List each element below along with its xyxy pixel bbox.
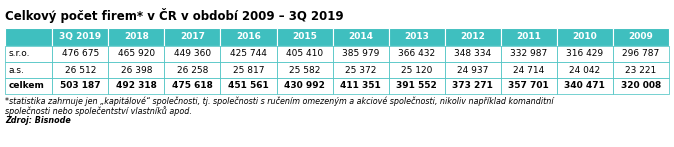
Bar bbox=[613, 28, 669, 46]
Text: 405 410: 405 410 bbox=[286, 50, 323, 59]
Text: 24 042: 24 042 bbox=[570, 66, 601, 75]
Text: 2012: 2012 bbox=[460, 32, 485, 41]
Bar bbox=[220, 46, 276, 62]
Text: 3Q 2019: 3Q 2019 bbox=[59, 32, 101, 41]
Text: s.r.o.: s.r.o. bbox=[9, 50, 30, 59]
Bar bbox=[220, 28, 276, 46]
Text: 25 582: 25 582 bbox=[289, 66, 320, 75]
Text: 357 701: 357 701 bbox=[508, 81, 549, 91]
Bar bbox=[445, 62, 501, 78]
Bar bbox=[5, 78, 53, 94]
Bar bbox=[276, 28, 332, 46]
Text: 26 398: 26 398 bbox=[121, 66, 152, 75]
Bar bbox=[332, 46, 389, 62]
Bar bbox=[53, 28, 109, 46]
Bar bbox=[501, 62, 557, 78]
Bar bbox=[109, 28, 164, 46]
Bar bbox=[164, 62, 220, 78]
Bar bbox=[501, 78, 557, 94]
Text: 340 471: 340 471 bbox=[564, 81, 605, 91]
Bar bbox=[613, 62, 669, 78]
Text: 2016: 2016 bbox=[236, 32, 261, 41]
Bar bbox=[53, 62, 109, 78]
Text: 451 561: 451 561 bbox=[228, 81, 269, 91]
Bar bbox=[445, 46, 501, 62]
Bar bbox=[109, 46, 164, 62]
Text: 320 008: 320 008 bbox=[621, 81, 661, 91]
Text: celkem: celkem bbox=[9, 81, 45, 91]
Bar bbox=[557, 46, 613, 62]
Text: 2015: 2015 bbox=[292, 32, 317, 41]
Text: společnosti nebo společentství vlastníků apod.: společnosti nebo společentství vlastníků… bbox=[5, 106, 192, 116]
Text: 25 372: 25 372 bbox=[345, 66, 376, 75]
Bar bbox=[501, 46, 557, 62]
Text: 23 221: 23 221 bbox=[625, 66, 656, 75]
Bar bbox=[220, 62, 276, 78]
Text: 425 744: 425 744 bbox=[230, 50, 267, 59]
Text: 348 334: 348 334 bbox=[454, 50, 491, 59]
Text: 385 979: 385 979 bbox=[342, 50, 379, 59]
Bar bbox=[164, 28, 220, 46]
Text: 475 618: 475 618 bbox=[172, 81, 213, 91]
Text: a.s.: a.s. bbox=[9, 66, 25, 75]
Text: 2010: 2010 bbox=[572, 32, 597, 41]
Bar bbox=[389, 78, 445, 94]
Text: *statistika zahrnuje jen „kapitálové“ společnosti, tj. společnosti s ručením ome: *statistika zahrnuje jen „kapitálové“ sp… bbox=[5, 96, 553, 106]
Text: 24 937: 24 937 bbox=[457, 66, 489, 75]
Bar bbox=[276, 46, 332, 62]
Text: 366 432: 366 432 bbox=[398, 50, 435, 59]
Bar bbox=[557, 28, 613, 46]
Text: 2017: 2017 bbox=[180, 32, 205, 41]
Text: 465 920: 465 920 bbox=[118, 50, 155, 59]
Text: 26 512: 26 512 bbox=[65, 66, 96, 75]
Text: 449 360: 449 360 bbox=[174, 50, 211, 59]
Text: 332 987: 332 987 bbox=[510, 50, 547, 59]
Text: 391 552: 391 552 bbox=[396, 81, 437, 91]
Text: 2011: 2011 bbox=[516, 32, 541, 41]
Bar bbox=[5, 46, 53, 62]
Text: 296 787: 296 787 bbox=[622, 50, 660, 59]
Bar bbox=[276, 78, 332, 94]
Bar bbox=[109, 78, 164, 94]
Bar bbox=[332, 78, 389, 94]
Text: 492 318: 492 318 bbox=[116, 81, 157, 91]
Bar bbox=[557, 78, 613, 94]
Bar bbox=[445, 78, 501, 94]
Bar bbox=[389, 28, 445, 46]
Text: 373 271: 373 271 bbox=[452, 81, 493, 91]
Text: 503 187: 503 187 bbox=[60, 81, 100, 91]
Bar bbox=[109, 62, 164, 78]
Text: 25 120: 25 120 bbox=[401, 66, 433, 75]
Text: 2014: 2014 bbox=[348, 32, 373, 41]
Text: 26 258: 26 258 bbox=[177, 66, 208, 75]
Text: 24 714: 24 714 bbox=[513, 66, 545, 75]
Text: 2009: 2009 bbox=[629, 32, 653, 41]
Text: 2013: 2013 bbox=[404, 32, 429, 41]
Bar bbox=[276, 62, 332, 78]
Bar bbox=[501, 28, 557, 46]
Bar bbox=[613, 46, 669, 62]
Text: 476 675: 476 675 bbox=[62, 50, 99, 59]
Bar bbox=[53, 78, 109, 94]
Bar bbox=[389, 46, 445, 62]
Bar bbox=[332, 28, 389, 46]
Bar bbox=[332, 62, 389, 78]
Text: Celkový počet firem* v ČR v období 2009 – 3Q 2019: Celkový počet firem* v ČR v období 2009 … bbox=[5, 8, 344, 23]
Bar bbox=[557, 62, 613, 78]
Text: Zdroj: Bisnode: Zdroj: Bisnode bbox=[5, 116, 71, 125]
Bar bbox=[445, 28, 501, 46]
Bar bbox=[53, 46, 109, 62]
Text: 411 351: 411 351 bbox=[340, 81, 381, 91]
Bar bbox=[164, 78, 220, 94]
Text: 25 817: 25 817 bbox=[233, 66, 264, 75]
Text: 2018: 2018 bbox=[124, 32, 149, 41]
Bar bbox=[613, 78, 669, 94]
Bar bbox=[5, 28, 53, 46]
Text: 430 992: 430 992 bbox=[284, 81, 325, 91]
Bar bbox=[5, 62, 53, 78]
Text: 316 429: 316 429 bbox=[566, 50, 603, 59]
Bar bbox=[164, 46, 220, 62]
Bar bbox=[389, 62, 445, 78]
Bar bbox=[220, 78, 276, 94]
